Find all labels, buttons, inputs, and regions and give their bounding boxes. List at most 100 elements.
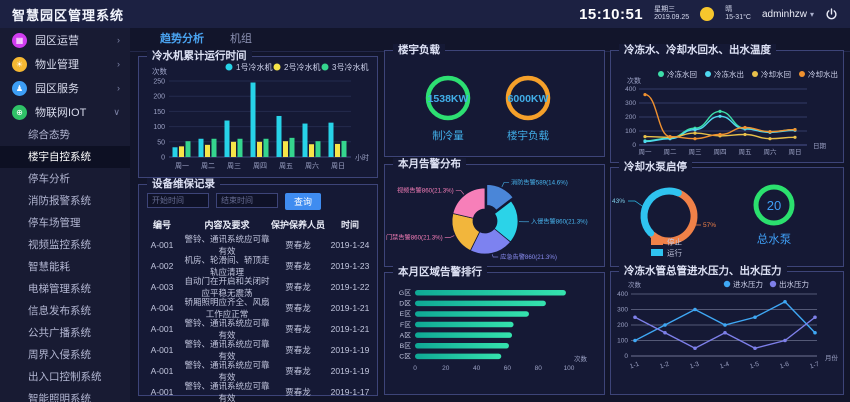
svg-text:100: 100	[625, 128, 636, 135]
svg-text:门禁告警860(21.3%): 门禁告警860(21.3%)	[386, 234, 443, 242]
sidebar-subitem[interactable]: 电梯管理系统	[28, 283, 91, 295]
app-title: 智慧园区管理系统	[12, 7, 125, 23]
power-icon	[826, 7, 837, 19]
sidebar-item[interactable]: ⊕ 物联网IOT ∨	[0, 100, 130, 124]
sidebar-item[interactable]: ♟ 园区服务 ›	[0, 76, 130, 100]
svg-text:200: 200	[625, 114, 636, 121]
sidebar-item-label: 物联网IOT	[35, 107, 87, 119]
sidebar-subitem[interactable]: 楼宇自控系统	[0, 146, 130, 168]
iot-icon: ⊕	[12, 104, 27, 120]
user-menu[interactable]: adminhzw ▾	[762, 9, 814, 20]
power-button[interactable]	[825, 7, 838, 21]
maintenance-table: 编号 内容及要求 保护保养人员 时间 A-001 警铃、通讯系统应可靠有效 贾春龙 2019-…	[141, 215, 375, 402]
chevron-down-icon: ▾	[809, 9, 814, 19]
svg-text:周一: 周一	[639, 148, 653, 156]
sidebar-subitem[interactable]: 综合态势	[28, 129, 70, 141]
sidebar-item[interactable]: ☀ 物业管理 ›	[0, 52, 130, 76]
water-pressure-line-chart: 进水压力 出水压力 次数 0 100 200 300 400 1-1 1-2 1-3 1-4 1-5 1-…	[617, 279, 838, 371]
svg-text:100: 100	[617, 338, 628, 345]
svg-text:100: 100	[153, 124, 165, 131]
panel-water-temperature: 冷冻水、冷却水回水、出水温度 冷冻水回 冷冻水出 冷却水回 冷却水出 次数 0 100 200…	[610, 44, 844, 163]
svg-text:43%: 43%	[612, 198, 625, 205]
sidebar-subitem[interactable]: 出入口控制系统	[28, 371, 102, 383]
sidebar-item[interactable]: ▦ 园区运营 ›	[0, 28, 130, 52]
svg-text:F区: F区	[400, 321, 411, 329]
panel-title-building-load: 楼宇负载	[393, 44, 445, 57]
sidebar-subitem[interactable]: 智慧能耗	[28, 261, 70, 273]
svg-text:300: 300	[625, 100, 636, 107]
svg-text:200: 200	[617, 322, 628, 329]
svg-text:视频告警860(21.3%): 视频告警860(21.3%)	[397, 186, 454, 194]
weather-block: 晴 15-31°C	[725, 6, 751, 23]
svg-text:D区: D区	[399, 300, 411, 308]
table-row: A-002 机房、轮滑间、轿顶走轨应清理 贾春龙 2019-1-23	[150, 255, 370, 277]
svg-text:0: 0	[624, 353, 628, 360]
end-time-input[interactable]	[216, 193, 278, 208]
svg-text:1-5: 1-5	[749, 361, 760, 371]
svg-text:60: 60	[504, 365, 512, 372]
svg-text:80: 80	[535, 365, 543, 372]
svg-text:入侵告警860(21.3%): 入侵告警860(21.3%)	[531, 218, 588, 226]
svg-text:周二: 周二	[201, 162, 215, 170]
panel-chiller-runtime: 冷水机累计运行时间 1号冷水机 2号冷水机 3号冷水机 次数 0 50 100 150 200 2…	[138, 50, 378, 178]
svg-text:次数: 次数	[628, 280, 642, 289]
tab[interactable]: 机组	[230, 33, 252, 45]
svg-text:1-6: 1-6	[779, 361, 790, 371]
panel-title-pump-status: 冷却水泵启停	[619, 161, 692, 174]
svg-text:C区: C区	[399, 353, 411, 361]
table-row: A-001 警铃、通讯系统应可靠有效 贾春龙 2019-1-24	[150, 234, 370, 256]
sidebar-subitem[interactable]: 消防报警系统	[28, 195, 91, 207]
sidebar-subitem[interactable]: 信息发布系统	[28, 305, 91, 317]
username: adminhzw	[761, 8, 807, 20]
svg-text:250: 250	[153, 79, 165, 86]
sidebar-item-label: 园区运营	[35, 35, 79, 47]
svg-text:次数: 次数	[152, 66, 167, 76]
svg-text:周五: 周五	[279, 162, 293, 170]
start-time-input[interactable]	[147, 193, 209, 208]
sidebar-subitem[interactable]: 公共广播系统	[28, 327, 91, 339]
app-header: 智慧园区管理系统 15:10:51 星期三 2019.09.25 晴 15-31…	[0, 0, 850, 28]
panel-title-maintenance: 设备维保记录	[147, 178, 220, 191]
sun-icon	[700, 7, 715, 21]
svg-text:周六: 周六	[305, 161, 319, 170]
chevron-right-icon: ›	[117, 35, 120, 45]
panel-water-pressure: 冷冻水管总管进水压力、出水压力 进水压力 出水压力 次数 0 100 200 300 400 1…	[610, 265, 844, 395]
sidebar: ▦ 园区运营 › ☀ 物业管理 › ♟ 园区服务 › ⊕ 物联网IOT ∨ 综合态势 楼宇自控系统 停车分析…	[0, 28, 130, 402]
sidebar-subitem[interactable]: 停车分析	[28, 173, 70, 185]
svg-text:B区: B区	[400, 342, 412, 350]
svg-text:运行: 运行	[667, 248, 682, 258]
svg-text:小时: 小时	[355, 153, 369, 162]
svg-text:57%: 57%	[703, 222, 716, 229]
svg-text:冷却水回: 冷却水回	[761, 69, 791, 79]
park-icon: ▦	[12, 32, 27, 48]
svg-text:周一: 周一	[175, 162, 189, 170]
weekday: 星期三	[654, 5, 676, 13]
chevron-right-icon: ›	[117, 83, 120, 93]
panel-alarm-distribution: 本月告警分布 消防告警589(14.6%) 入侵告警860(21.3%) 应急告警8…	[384, 158, 605, 267]
svg-text:日期: 日期	[813, 142, 827, 150]
sidebar-subitem[interactable]: 智能照明系统	[28, 393, 91, 402]
svg-text:周五: 周五	[739, 148, 753, 156]
svg-text:6000KW: 6000KW	[508, 93, 549, 105]
sidebar-item-label: 物业管理	[35, 59, 79, 71]
alarm-distribution-pie-chart: 消防告警589(14.6%) 入侵告警860(21.3%) 应急告警860(21.3…	[386, 178, 588, 261]
panel-title-alarm-distribution: 本月告警分布	[393, 158, 466, 171]
svg-text:100: 100	[564, 365, 575, 372]
panel-title-chiller-runtime: 冷水机累计运行时间	[147, 50, 252, 63]
sidebar-subitem[interactable]: 停车场管理	[28, 217, 81, 229]
query-button[interactable]: 查询	[285, 193, 321, 210]
tab[interactable]: 趋势分析	[160, 28, 204, 52]
sidebar-subitem[interactable]: 视频监控系统	[28, 239, 91, 251]
sidebar-subitem[interactable]: 周界入侵系统	[28, 349, 91, 361]
svg-text:周四: 周四	[253, 162, 267, 170]
svg-text:400: 400	[617, 291, 628, 298]
panel-building-load: 楼宇负载 1538KW 制冷量 6000KW 楼宇负载	[384, 44, 605, 157]
svg-text:1-2: 1-2	[659, 361, 670, 371]
svg-text:进水压力: 进水压力	[733, 279, 763, 289]
svg-text:1-1: 1-1	[629, 361, 640, 371]
sidebar-item-label: 园区服务	[35, 83, 79, 95]
svg-text:400: 400	[625, 86, 636, 93]
service-icon: ♟	[12, 80, 27, 96]
svg-text:出水压力: 出水压力	[779, 279, 809, 289]
